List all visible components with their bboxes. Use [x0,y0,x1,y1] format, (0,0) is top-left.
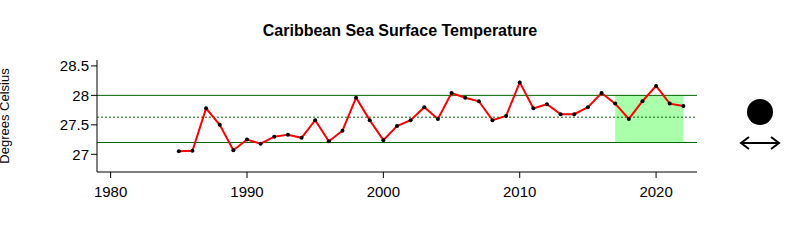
html-text:Caribbean Sea Surface Temperat: Caribbean Sea Surface Temperature [262,22,538,39]
svg-text:28.5: 28.5 [60,57,89,74]
svg-text:1980: 1980 [94,183,127,200]
svg-text:2020: 2020 [639,183,672,200]
svg-text:28: 28 [72,87,89,104]
svg-text:Degrees Celsius: Degrees Celsius [8,68,12,164]
svg-text:2000: 2000 [367,183,400,200]
svg-text:1990: 1990 [230,183,263,200]
svg-text:27.5: 27.5 [60,116,89,133]
svg-text:2010: 2010 [503,183,536,200]
svg-text:27: 27 [72,146,89,163]
